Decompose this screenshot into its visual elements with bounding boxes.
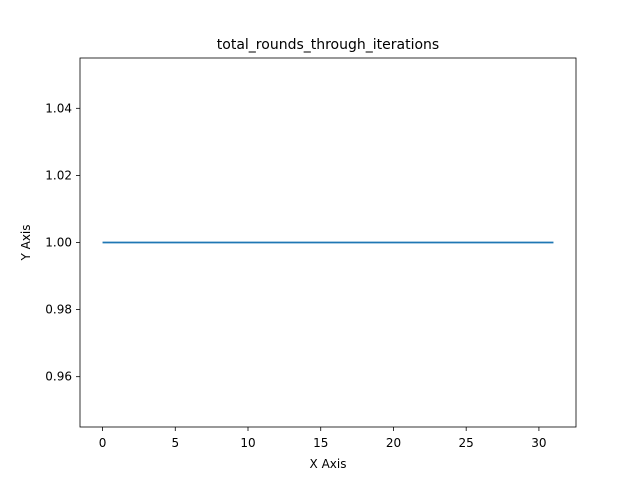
y-tick-label: 1.00 — [45, 236, 72, 250]
x-tick-label: 25 — [459, 436, 474, 450]
y-axis-ticks: 0.96 0.98 1.00 1.02 1.04 — [45, 101, 80, 384]
y-tick-label: 0.98 — [45, 303, 72, 317]
x-tick-label: 15 — [313, 436, 328, 450]
x-tick-label: 20 — [386, 436, 401, 450]
chart-title: total_rounds_through_iterations — [217, 37, 439, 53]
x-axis-ticks: 0 5 10 15 20 25 30 — [99, 427, 547, 450]
x-tick-label: 0 — [99, 436, 107, 450]
x-tick-label: 5 — [171, 436, 179, 450]
x-tick-label: 30 — [531, 436, 546, 450]
y-tick-label: 1.04 — [45, 101, 72, 115]
y-tick-label: 1.02 — [45, 168, 72, 182]
y-tick-label: 0.96 — [45, 370, 72, 384]
x-axis-label: X Axis — [310, 457, 347, 471]
x-tick-label: 10 — [240, 436, 255, 450]
y-axis-label: Y Axis — [19, 224, 33, 261]
